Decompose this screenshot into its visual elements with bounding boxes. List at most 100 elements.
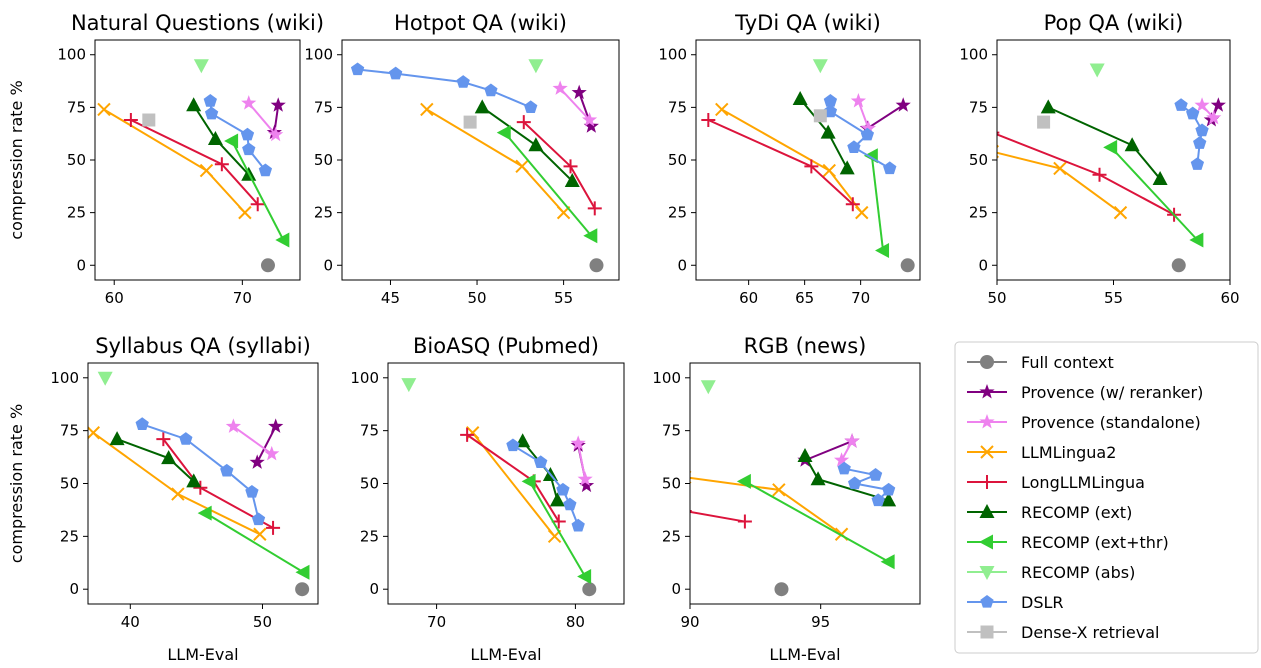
series-provence-standalone [241,95,284,142]
data-point [253,527,267,541]
data-point [516,115,531,130]
series-line [528,480,586,578]
legend-label: Provence (w/ reranker) [1021,383,1203,402]
series-longllmlingua [156,432,281,535]
x-tick-label: 60 [739,289,758,307]
series-dslr [135,417,266,526]
data-point [1152,170,1168,185]
series-dslr [506,438,585,532]
series-line [357,68,532,109]
data-point [850,93,867,108]
series-line [870,155,885,251]
legend-item-dense-x-retrieval: Dense-X retrieval [967,623,1159,642]
y-tick-label: 75 [662,422,681,440]
data-point [171,487,185,501]
data-point [833,452,850,467]
series-line [92,431,261,536]
legend-label: RECOMP (abs) [1021,563,1135,582]
data-point [812,59,828,74]
y-tick-label: 25 [60,527,79,545]
data-point [772,483,786,497]
subplot-natural-questions-wiki: Natural Questions (wiki) 0 25 50 75 100 60 70 co… [7,11,324,307]
series-full-context [774,582,789,597]
data-point [1194,97,1210,112]
data-point [109,431,125,446]
data-point [242,142,256,156]
data-point [823,104,838,118]
series-full-context [582,582,597,597]
data-point [848,476,862,490]
legend-marker [979,414,995,429]
data-point [456,75,470,88]
data-point [1210,97,1226,112]
legend-marker [979,534,993,550]
series-line [130,119,259,205]
series-recomp-abs [700,380,716,395]
data-point [868,468,883,481]
data-point [186,473,202,488]
legend-marker [979,566,995,580]
series-longllmlingua [997,131,1182,222]
data-point [1189,232,1204,248]
legend-item-recomp-ext: RECOMP (ext) [967,503,1132,522]
data-point [715,102,729,117]
data-point [225,418,242,433]
data-point [534,455,548,469]
series-recomp-ext-thr [496,125,598,244]
x-tick-label: 55 [1104,289,1123,307]
legend-label: LLMLingua2 [1021,443,1116,462]
y-tick-label: 50 [668,151,687,169]
plot-area [690,380,897,597]
series-recomp-ext [1040,99,1168,185]
x-tick-label: 40 [121,613,140,631]
data-point [844,433,860,448]
data-point [251,512,266,526]
data-point [142,113,156,127]
series-line [690,476,843,536]
data-point [570,435,586,450]
x-tick-label: 70 [233,289,252,307]
data-point [1037,115,1051,129]
y-tick-label: 50 [314,151,333,169]
data-point [220,463,234,477]
y-tick-label: 50 [360,475,379,493]
series-recomp-abs [1089,63,1105,78]
y-tick-label: 100 [57,46,86,64]
y-tick-label: 50 [60,475,79,493]
subplot-title: Hotpot QA (wiki) [394,11,567,35]
series-provence-standalone [833,433,860,467]
data-point [197,505,212,521]
series-dslr [350,62,538,114]
data-point [295,564,310,580]
series-dense-x-retrieval [463,115,477,129]
data-point [552,80,568,95]
x-tick-label: 80 [566,613,585,631]
data-point [571,518,585,532]
series-llmlingua2 [420,102,571,220]
series-full-context [295,582,310,597]
y-tick-label: 100 [652,369,681,387]
y-tick-label: 75 [60,422,79,440]
data-point [193,59,209,74]
data-point [250,197,265,212]
plot-area [350,59,604,273]
legend-marker [980,475,994,489]
legend-item-provence-w-reranker: Provence (w/ reranker) [967,383,1203,402]
data-point [238,205,252,220]
x-tick-label: 45 [381,289,400,307]
legend-label: RECOMP (ext) [1021,503,1132,522]
series-line [503,131,593,237]
data-point [460,427,475,442]
series-recomp-abs [193,59,209,74]
data-point [581,112,598,127]
data-point [700,380,716,395]
data-point [577,471,593,486]
subplot-title: Syllabus QA (syllabi) [95,334,311,358]
data-point [792,90,808,105]
series-line [577,443,587,480]
series-dslr [203,94,273,177]
legend-label: Provence (standalone) [1021,413,1201,432]
legend-marker [979,384,995,399]
data-point [1113,205,1128,220]
x-tick-label: 65 [795,289,814,307]
